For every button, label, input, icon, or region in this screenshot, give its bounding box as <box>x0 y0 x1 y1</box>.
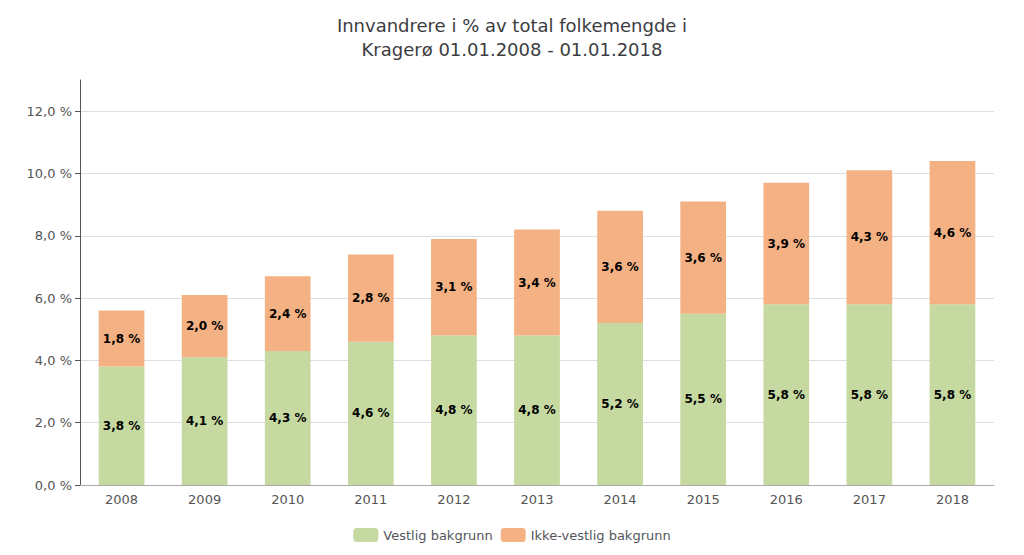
svg-text:2,4 %: 2,4 % <box>269 307 306 321</box>
svg-text:5,2 %: 5,2 % <box>601 397 638 411</box>
svg-text:2010: 2010 <box>271 492 304 507</box>
svg-text:2013: 2013 <box>520 492 553 507</box>
svg-text:2014: 2014 <box>604 492 637 507</box>
svg-text:3,6 %: 3,6 % <box>684 251 721 265</box>
svg-text:2008: 2008 <box>105 492 138 507</box>
svg-text:Vestlig bakgrunn: Vestlig bakgrunn <box>383 528 492 543</box>
svg-text:3,8 %: 3,8 % <box>103 419 140 433</box>
svg-text:1,8 %: 1,8 % <box>103 332 140 346</box>
svg-text:2,0 %: 2,0 % <box>186 319 223 333</box>
svg-text:3,9 %: 3,9 % <box>768 237 805 251</box>
svg-text:3,6 %: 3,6 % <box>601 260 638 274</box>
svg-text:0,0 %: 0,0 % <box>35 478 72 493</box>
svg-text:3,1 %: 3,1 % <box>435 280 472 294</box>
svg-text:Kragerø 01.01.2008 - 01.01.201: Kragerø 01.01.2008 - 01.01.2018 <box>362 39 663 60</box>
svg-text:12,0 %: 12,0 % <box>27 104 72 119</box>
svg-text:5,5 %: 5,5 % <box>684 392 721 406</box>
svg-text:2012: 2012 <box>437 492 470 507</box>
svg-text:4,6 %: 4,6 % <box>934 226 971 240</box>
svg-text:10,0 %: 10,0 % <box>27 166 72 181</box>
svg-text:2,8 %: 2,8 % <box>352 291 389 305</box>
svg-text:5,8 %: 5,8 % <box>851 388 888 402</box>
svg-text:2016: 2016 <box>770 492 803 507</box>
svg-text:4,6 %: 4,6 % <box>352 406 389 420</box>
svg-text:4,8 %: 4,8 % <box>435 403 472 417</box>
svg-text:Ikke-vestlig bakgrunn: Ikke-vestlig bakgrunn <box>531 528 671 543</box>
svg-text:2017: 2017 <box>853 492 886 507</box>
svg-text:2018: 2018 <box>936 492 969 507</box>
svg-text:5,8 %: 5,8 % <box>768 388 805 402</box>
svg-text:4,8 %: 4,8 % <box>518 403 555 417</box>
svg-text:4,0 %: 4,0 % <box>35 353 72 368</box>
svg-text:2009: 2009 <box>188 492 221 507</box>
svg-text:Innvandrere i % av total folke: Innvandrere i % av total folkemengde i <box>337 15 687 36</box>
svg-text:8,0 %: 8,0 % <box>35 228 72 243</box>
svg-text:4,3 %: 4,3 % <box>269 411 306 425</box>
svg-text:6,0 %: 6,0 % <box>35 291 72 306</box>
svg-text:5,8 %: 5,8 % <box>934 388 971 402</box>
svg-text:3,4 %: 3,4 % <box>518 276 555 290</box>
svg-text:4,1 %: 4,1 % <box>186 414 223 428</box>
svg-text:2015: 2015 <box>687 492 720 507</box>
svg-text:2,0 %: 2,0 % <box>35 415 72 430</box>
svg-text:4,3 %: 4,3 % <box>851 230 888 244</box>
svg-text:2011: 2011 <box>354 492 387 507</box>
